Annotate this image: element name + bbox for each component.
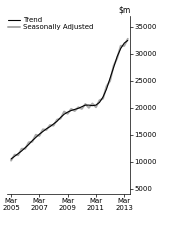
Trend [95, 104, 97, 106]
Seasonally Adjusted [84, 103, 86, 105]
Trend [14, 155, 16, 158]
Seasonally Adjusted [10, 159, 12, 162]
Trend [45, 128, 48, 130]
Seasonally Adjusted [116, 57, 118, 60]
Seasonally Adjusted [21, 147, 23, 150]
Trend [116, 55, 118, 58]
Trend [113, 66, 115, 69]
Seasonally Adjusted [109, 79, 111, 82]
Seasonally Adjusted [38, 134, 40, 137]
Trend [70, 109, 72, 112]
Line: Trend: Trend [11, 40, 128, 159]
Trend [123, 42, 125, 45]
Trend [67, 111, 69, 113]
Text: $m: $m [118, 5, 130, 14]
Seasonally Adjusted [35, 133, 37, 136]
Trend [35, 136, 37, 139]
Seasonally Adjusted [28, 141, 30, 144]
Seasonally Adjusted [120, 44, 122, 47]
Trend [10, 158, 12, 160]
Seasonally Adjusted [88, 106, 90, 109]
Seasonally Adjusted [67, 112, 69, 115]
Seasonally Adjusted [123, 44, 125, 47]
Seasonally Adjusted [74, 110, 76, 112]
Seasonally Adjusted [17, 154, 19, 157]
Seasonally Adjusted [127, 37, 129, 40]
Trend [120, 47, 122, 50]
Line: Seasonally Adjusted: Seasonally Adjusted [11, 39, 128, 161]
Trend [21, 149, 23, 152]
Seasonally Adjusted [42, 128, 44, 131]
Trend [77, 107, 79, 110]
Seasonally Adjusted [106, 85, 108, 88]
Trend [106, 88, 108, 90]
Trend [24, 146, 26, 149]
Seasonally Adjusted [77, 106, 79, 109]
Seasonally Adjusted [70, 107, 72, 110]
Trend [102, 96, 104, 98]
Trend [38, 133, 40, 136]
Trend [84, 104, 86, 106]
Trend [63, 113, 65, 116]
Seasonally Adjusted [91, 102, 94, 105]
Seasonally Adjusted [14, 153, 16, 156]
Trend [31, 139, 33, 142]
Trend [81, 105, 83, 108]
Seasonally Adjusted [52, 124, 55, 127]
Trend [88, 104, 90, 106]
Trend [49, 125, 51, 128]
Trend [109, 77, 111, 79]
Seasonally Adjusted [49, 124, 51, 126]
Seasonally Adjusted [95, 106, 97, 109]
Seasonally Adjusted [24, 147, 26, 150]
Trend [60, 116, 62, 119]
Seasonally Adjusted [98, 99, 101, 102]
Trend [56, 120, 58, 123]
Seasonally Adjusted [102, 97, 104, 100]
Trend [91, 104, 94, 107]
Trend [98, 101, 101, 104]
Trend [28, 143, 30, 146]
Seasonally Adjusted [45, 128, 48, 131]
Seasonally Adjusted [60, 117, 62, 120]
Trend [42, 130, 44, 133]
Seasonally Adjusted [113, 64, 115, 67]
Seasonally Adjusted [81, 107, 83, 110]
Trend [127, 39, 129, 42]
Seasonally Adjusted [56, 118, 58, 121]
Trend [52, 123, 55, 125]
Legend: Trend, Seasonally Adjusted: Trend, Seasonally Adjusted [8, 17, 94, 30]
Seasonally Adjusted [31, 140, 33, 143]
Trend [74, 108, 76, 111]
Trend [17, 152, 19, 155]
Seasonally Adjusted [63, 110, 65, 113]
